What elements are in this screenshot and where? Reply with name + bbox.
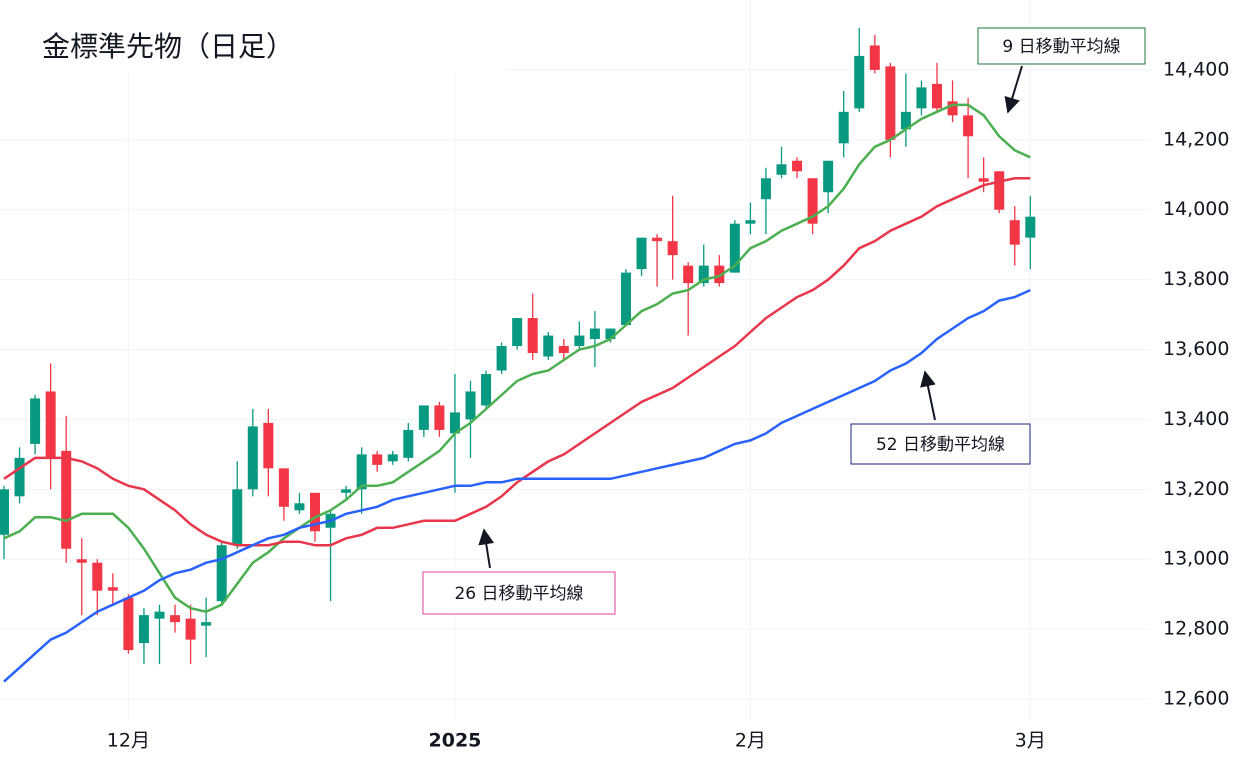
candle-body — [107, 587, 118, 591]
candle-body — [76, 559, 87, 563]
candle-body — [216, 545, 227, 602]
candle-body — [170, 615, 181, 623]
candle-body — [683, 265, 694, 284]
candle-body — [247, 426, 258, 490]
annotation-box — [850, 423, 1031, 465]
candle-body — [294, 503, 305, 511]
candle-body — [698, 265, 709, 284]
candle-body — [823, 160, 834, 193]
candle-body — [434, 405, 445, 430]
candle-body — [45, 391, 56, 458]
candle-body — [185, 618, 196, 640]
y-tick-label: 13,000 — [1163, 548, 1229, 570]
candle-body — [263, 422, 274, 469]
candle-body — [978, 178, 989, 182]
y-tick-label: 12,600 — [1163, 688, 1229, 710]
candle-body — [589, 328, 600, 340]
candle-body — [792, 160, 803, 172]
candle-body — [667, 241, 678, 256]
candle-body — [138, 615, 149, 644]
candle-body — [621, 272, 631, 326]
candle-body — [0, 489, 9, 535]
candle-body — [123, 597, 134, 651]
candle-body — [745, 220, 756, 224]
y-tick-label: 13,200 — [1163, 478, 1229, 500]
x-tick-label: 2025 — [429, 730, 482, 752]
candle-body — [232, 489, 243, 546]
candle-body — [729, 223, 740, 273]
candle-body — [652, 237, 663, 242]
candle-body — [776, 164, 787, 175]
candle-body — [356, 454, 367, 490]
ma-line — [3, 103, 1031, 614]
candle-body — [481, 373, 492, 406]
candle-body — [838, 111, 849, 144]
candle-body — [947, 101, 958, 116]
y-tick-label: 13,600 — [1163, 338, 1229, 360]
annotation-arrow — [478, 528, 495, 569]
ma-line — [3, 177, 1031, 547]
chart-title: 金標準先物（日足） — [42, 30, 294, 63]
candle-body — [558, 346, 569, 354]
candle-body — [932, 83, 942, 109]
annotation-box — [977, 27, 1146, 65]
candle-body — [760, 178, 771, 200]
candle-body — [869, 45, 880, 70]
candle-body — [372, 454, 383, 465]
candle-body — [154, 611, 165, 619]
candle-body — [61, 450, 72, 549]
candle-body — [341, 489, 352, 493]
candle-body — [900, 111, 911, 130]
candle-body — [885, 66, 896, 140]
y-tick-label: 12,800 — [1163, 618, 1229, 640]
x-tick-label: 2月 — [735, 730, 766, 752]
candle-body — [14, 457, 25, 497]
candle-body — [527, 318, 538, 354]
candle-body — [574, 335, 585, 347]
y-tick-label: 13,400 — [1163, 408, 1229, 430]
candle-body — [310, 492, 320, 532]
x-tick-label: 3月 — [1015, 730, 1046, 752]
candle-body — [807, 178, 818, 224]
candle-body — [854, 55, 865, 109]
candle-body — [994, 171, 1005, 210]
annotation-arrow — [1004, 65, 1023, 114]
candle-body — [403, 429, 414, 458]
candle-body — [714, 265, 725, 284]
y-tick-label: 14,000 — [1163, 198, 1229, 220]
candle-body — [465, 391, 476, 420]
candle-body — [636, 237, 647, 270]
candle-body — [496, 346, 507, 371]
candle-body — [278, 468, 289, 507]
candle-body — [449, 412, 460, 434]
candle-body — [916, 87, 927, 109]
candle-body — [92, 562, 103, 591]
y-tick-label: 14,200 — [1163, 128, 1229, 150]
ma-line — [3, 288, 1031, 683]
candle-body — [1009, 220, 1020, 245]
candle-body — [30, 398, 41, 444]
candle-body — [605, 328, 616, 340]
candle-body — [512, 318, 523, 347]
annotation-box — [422, 571, 616, 615]
candle-body — [1025, 216, 1036, 238]
annotation-arrow — [920, 370, 936, 421]
candle-body — [963, 115, 974, 137]
annotation-label: 9 日移動平均線 — [1002, 37, 1120, 57]
y-tick-label: 13,800 — [1163, 268, 1229, 290]
title-backdrop — [0, 0, 505, 72]
annotation-label: 26 日移動平均線 — [454, 584, 583, 604]
candle-body — [387, 454, 398, 462]
y-tick-label: 14,400 — [1163, 58, 1229, 80]
candle-body — [543, 335, 554, 357]
candle-body — [418, 405, 429, 430]
annotation-label: 52 日移動平均線 — [876, 435, 1005, 455]
x-tick-label: 12月 — [107, 730, 150, 752]
candle-body — [201, 622, 212, 626]
